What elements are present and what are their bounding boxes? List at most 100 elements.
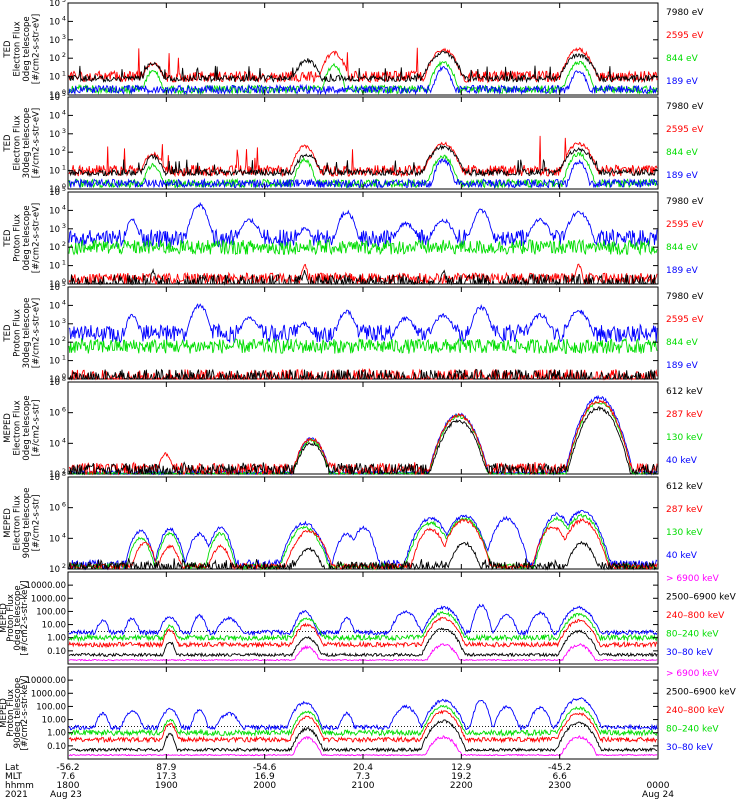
x-tick-label: 7.6: [61, 772, 76, 782]
x-row-label: Lat: [5, 763, 20, 773]
y-tick-exponent: 5: [62, 280, 66, 288]
x-tick-label: 87.9: [156, 763, 176, 773]
y-tick-exponent: 2: [62, 467, 66, 475]
series-line-3: [68, 50, 658, 84]
y-axis-label-line: MEPED: [3, 508, 13, 538]
y-tick-exponent: 5: [62, 0, 66, 4]
y-tick-label: 10: [49, 409, 60, 419]
y-tick-label: 10: [49, 225, 60, 235]
legend-entry: 844 eV: [666, 243, 699, 253]
x-tick-label: 12.9: [451, 763, 471, 773]
series-line-3: [68, 719, 658, 753]
legend-entry: 80–240 keV: [666, 725, 719, 735]
x-tick-label: 7.3: [356, 772, 370, 782]
x-tick-label: Aug 23: [50, 790, 82, 800]
y-axis-label-line: Proton Flux: [6, 689, 16, 737]
legend-entry: 2595 eV: [666, 220, 704, 230]
series-line-2: [68, 616, 658, 649]
panel-7: 0.10 1.00 10.00 100.00 1000.00 10000.00 MEPEDP…: [0, 666, 737, 760]
y-tick-label: 1000.00: [31, 594, 66, 604]
series-line-4: [68, 643, 658, 662]
y-tick-exponent: 1: [62, 164, 66, 172]
legend-entry: 30–80 keV: [666, 648, 714, 658]
x-row-label: 2021: [5, 790, 28, 800]
series-line-2: [68, 368, 658, 381]
y-tick-exponent: 4: [62, 531, 66, 539]
series-line-0: [68, 303, 658, 344]
y-tick-label: 1.00: [47, 634, 66, 644]
legend-entry: 2595 eV: [666, 315, 704, 325]
series-line-0: [68, 509, 658, 571]
y-tick-exponent: 2: [62, 335, 66, 343]
y-axis-label-line: MEPED: [0, 698, 9, 728]
y-tick-label: 100.00: [36, 702, 66, 712]
panel-frame: [67, 96, 659, 190]
y-tick-exponent: 2: [62, 240, 66, 248]
y-tick-label: 10: [49, 473, 60, 483]
y-axis-label-line: [#/cm2-s-str-eV]: [32, 108, 42, 178]
y-tick-exponent: 1: [62, 259, 66, 267]
series-line-1: [68, 401, 658, 476]
series-line-1: [68, 610, 658, 643]
y-tick-exponent: 4: [62, 14, 66, 22]
y-tick-label: 10: [49, 243, 60, 253]
y-tick-label: 10: [49, 262, 60, 272]
y-axis-label-line: Electron Flux: [13, 21, 23, 76]
x-tick-label: 2000: [253, 781, 276, 791]
legend-entry: 240–800 keV: [666, 706, 725, 716]
y-axis-label-line: [#/cm2-s-str-keV]: [20, 581, 30, 656]
y-tick-label: 10000.00: [25, 581, 66, 591]
x-tick-label: 1900: [155, 781, 178, 791]
legend-entry: 130 keV: [666, 433, 703, 443]
y-tick-label: 0.10: [47, 742, 66, 752]
legend-entry: 40 keV: [666, 551, 698, 561]
y-tick-exponent: 8: [62, 470, 66, 478]
legend-entry: 2500–6900 keV: [666, 688, 737, 698]
series-line-3: [68, 627, 658, 658]
y-tick-label: 10: [49, 338, 60, 348]
y-tick-label: 10: [49, 470, 60, 480]
legend-entry: 844 eV: [666, 54, 699, 64]
y-tick-exponent: 3: [62, 222, 66, 230]
y-tick-exponent: 3: [62, 127, 66, 135]
x-tick-label: 17.3: [156, 772, 176, 782]
legend-entry: 844 eV: [666, 148, 699, 158]
y-axis-label-line: 90deg telescope: [22, 488, 32, 559]
legend-entry: 240–800 keV: [666, 611, 725, 621]
legend-entry: 130 keV: [666, 528, 703, 538]
series-line-1: [68, 337, 658, 354]
legend-entry: 189 eV: [666, 77, 699, 87]
x-tick-label: 2300: [548, 781, 571, 791]
series-line-2: [68, 263, 658, 286]
y-tick-label: 10: [49, 185, 60, 195]
y-axis-label-line: TED: [3, 134, 13, 153]
y-axis-label-line: 30deg telescope: [22, 298, 32, 369]
y-tick-label: 10.00: [42, 621, 66, 631]
y-axis-label-line: [#/cm2-s-str-eV]: [32, 203, 42, 273]
x-tick-label: -54.6: [253, 763, 277, 773]
y-tick-label: 10: [49, 148, 60, 158]
y-tick-label: 10: [49, 378, 60, 388]
y-tick-label: 10: [49, 91, 60, 101]
series-line-0: [68, 135, 658, 178]
y-axis-label-line: TED: [3, 229, 13, 248]
x-tick-label: 0000: [647, 781, 670, 791]
y-axis-label-line: [#/cm2-s-str-eV]: [32, 14, 42, 84]
y-tick-label: 10: [49, 188, 60, 198]
legend-entry: 287 keV: [666, 505, 703, 515]
x-row-label: hhmm: [5, 781, 34, 791]
legend-entry: 40 keV: [666, 456, 698, 466]
y-axis-label-line: 0deg telescope: [22, 395, 32, 460]
x-tick-label: Aug 24: [642, 790, 674, 800]
y-tick-exponent: 4: [62, 298, 66, 306]
y-tick-label: 10: [49, 17, 60, 27]
y-tick-label: 10: [49, 439, 60, 449]
y-axis-label-line: Proton Flux: [13, 309, 23, 357]
y-tick-exponent: 1: [62, 70, 66, 78]
